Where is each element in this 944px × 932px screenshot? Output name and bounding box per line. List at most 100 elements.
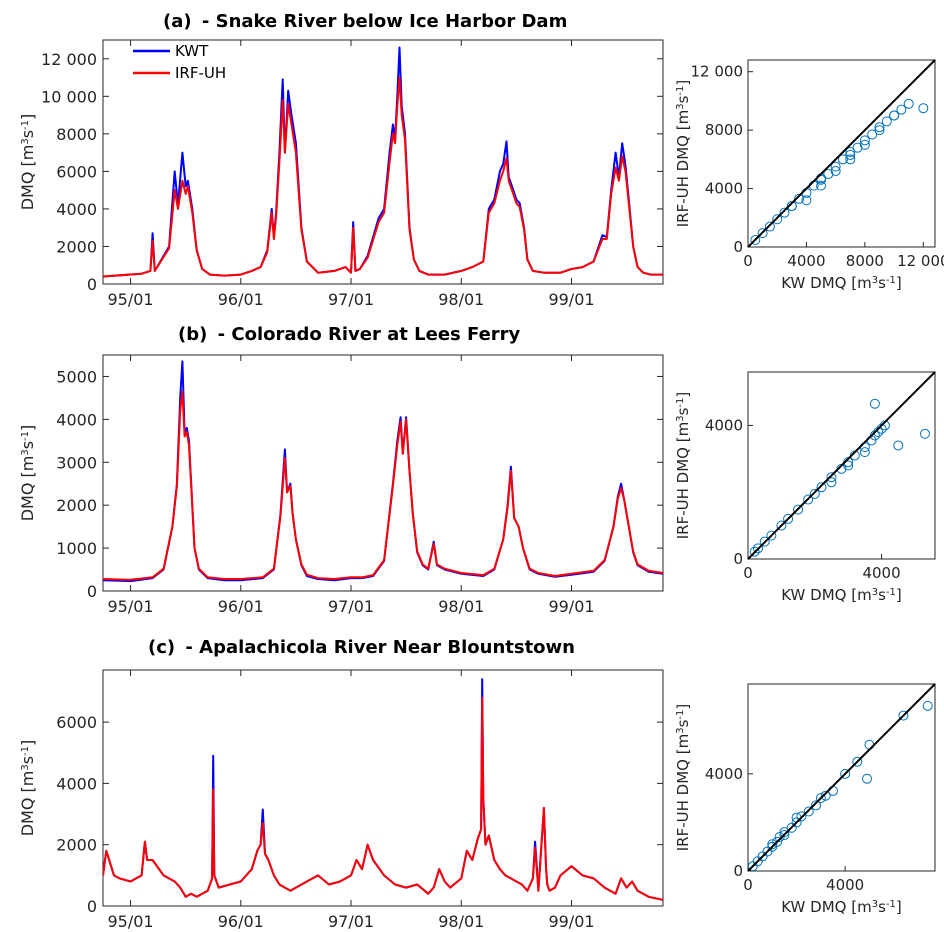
y-axis-label-part: DMQ [m xyxy=(18,145,37,211)
plot-frame xyxy=(102,669,664,907)
x-axis-label-part: s xyxy=(878,274,886,292)
scatter-point xyxy=(881,116,892,127)
scatter-point xyxy=(794,193,805,204)
scatter-point xyxy=(859,447,870,458)
y-axis-label-part: s xyxy=(18,756,37,764)
panel-b-title: (b) - Colorado River at Lees Ferry xyxy=(178,324,521,345)
series-irf-uh-line xyxy=(103,76,663,278)
y-axis-label-part: -1 xyxy=(675,86,686,96)
scatter-point xyxy=(753,543,764,554)
scatter-point xyxy=(776,520,787,531)
plot-frame xyxy=(747,371,936,560)
x-tick-label: 96/01 xyxy=(218,912,264,931)
scatter-point xyxy=(779,830,790,841)
y-axis-label-part: -1 xyxy=(675,398,686,408)
scatter-point xyxy=(749,546,760,557)
x-axis-label-part: ] xyxy=(896,898,902,916)
y-axis-label-part: s xyxy=(674,719,692,727)
scatter-point xyxy=(843,460,854,471)
scatter-point xyxy=(874,122,885,133)
y-axis-label-part: ] xyxy=(18,425,37,431)
y-tick-label: 4000 xyxy=(705,416,743,434)
y-tick-label: 2000 xyxy=(56,237,97,256)
x-tick-label: 4000 xyxy=(826,876,864,894)
scatter-point xyxy=(809,488,820,499)
line-chart-4: 0 2000 4000 6000 95/01 96/01 97/01 98/01 99/01 DM… xyxy=(18,669,664,931)
y-tick-label: 0 xyxy=(733,862,743,880)
scatter-point xyxy=(898,710,909,721)
y-axis-label: DMQ [m3s-1] xyxy=(18,740,37,837)
x-tick-label: 4000 xyxy=(787,252,825,270)
scatter-point xyxy=(801,195,812,206)
one-to-one-line xyxy=(747,683,936,872)
x-axis-label-part: KW DMQ [m xyxy=(781,274,871,292)
scatter-point xyxy=(903,98,914,109)
x-axis-label-part: -1 xyxy=(886,899,896,910)
scatter-point xyxy=(896,104,907,115)
panel-b-name: - Colorado River at Lees Ferry xyxy=(218,324,521,345)
x-axis-label-part: -1 xyxy=(886,275,896,286)
legend-irf-label: IRF-UH xyxy=(175,64,226,82)
scatter-point xyxy=(840,768,851,779)
x-tick-label: 98/01 xyxy=(438,290,484,309)
x-axis-label-part: KW DMQ [m xyxy=(781,586,871,604)
y-axis-label: IRF-UH DMQ [m3s-1] xyxy=(674,392,692,540)
y-tick-label: 5000 xyxy=(56,367,97,386)
line-chart-0: 0 2000 4000 6000 8000 10 000 12 000 95/01 96/01 9… xyxy=(18,39,664,309)
x-axis-label: KW DMQ [m3s-1] xyxy=(781,586,901,604)
x-axis-label-part: s xyxy=(878,898,886,916)
y-axis-label-part: 3 xyxy=(675,727,686,733)
scatter-point xyxy=(750,234,761,245)
y-tick-label: 4000 xyxy=(56,774,97,793)
y-axis-label-part: ] xyxy=(18,740,37,746)
panel-c-prefix: (c) xyxy=(148,637,175,658)
y-axis-label-part: -1 xyxy=(20,120,31,130)
panel-a-name: - Snake River below Ice Harbor Dam xyxy=(202,11,567,32)
scatter-point xyxy=(759,536,770,547)
scatter-point xyxy=(803,494,814,505)
scatter-point xyxy=(791,817,802,828)
y-tick-label: 0 xyxy=(733,238,743,256)
x-tick-label: 0 xyxy=(743,876,753,894)
x-tick-label: 0 xyxy=(743,252,753,270)
y-tick-label: 0 xyxy=(87,582,97,601)
scatter-point xyxy=(826,477,837,488)
x-axis-label: KW DMQ [m3s-1] xyxy=(781,274,901,292)
y-axis-label-part: ] xyxy=(674,704,692,710)
x-axis-label: KW DMQ [m3s-1] xyxy=(781,898,901,916)
x-tick-label: 8000 xyxy=(846,252,884,270)
scatter-point xyxy=(811,800,821,811)
x-axis-label-part: KW DMQ [m xyxy=(781,898,871,916)
scatter-point xyxy=(766,530,777,541)
scatter-point xyxy=(859,135,870,146)
panel-c-name: - Apalachicola River Near Blountstown xyxy=(185,637,575,658)
y-tick-label: 8000 xyxy=(56,125,97,144)
y-tick-label: 4000 xyxy=(56,410,97,429)
x-tick-label: 98/01 xyxy=(438,912,484,931)
plot-frame xyxy=(102,354,664,592)
scatter-point xyxy=(852,756,863,767)
panel-c-title: (c) - Apalachicola River Near Blountstow… xyxy=(148,637,575,658)
x-tick-label: 95/01 xyxy=(108,597,154,616)
y-tick-label: 3000 xyxy=(56,453,97,472)
y-axis-label-part: s xyxy=(674,407,692,415)
scatter-point xyxy=(757,228,768,239)
x-axis-label-part: ] xyxy=(896,274,902,292)
y-tick-label: 6000 xyxy=(56,713,97,732)
scatter-point xyxy=(830,161,841,172)
scatter-point xyxy=(867,129,878,140)
y-axis-label-part: ] xyxy=(674,392,692,398)
y-axis-label-part: 3 xyxy=(20,764,31,770)
x-tick-label: 96/01 xyxy=(218,597,264,616)
y-axis-label-part: -1 xyxy=(20,431,31,441)
x-tick-label: 97/01 xyxy=(328,912,374,931)
scatter-point xyxy=(869,398,880,409)
x-tick-label: 99/01 xyxy=(548,597,594,616)
y-axis-label-part: 3 xyxy=(675,103,686,109)
scatter-point xyxy=(830,166,841,177)
plot-frame xyxy=(747,683,936,872)
series-kwt-line xyxy=(103,360,663,583)
scatter-point xyxy=(845,154,856,165)
